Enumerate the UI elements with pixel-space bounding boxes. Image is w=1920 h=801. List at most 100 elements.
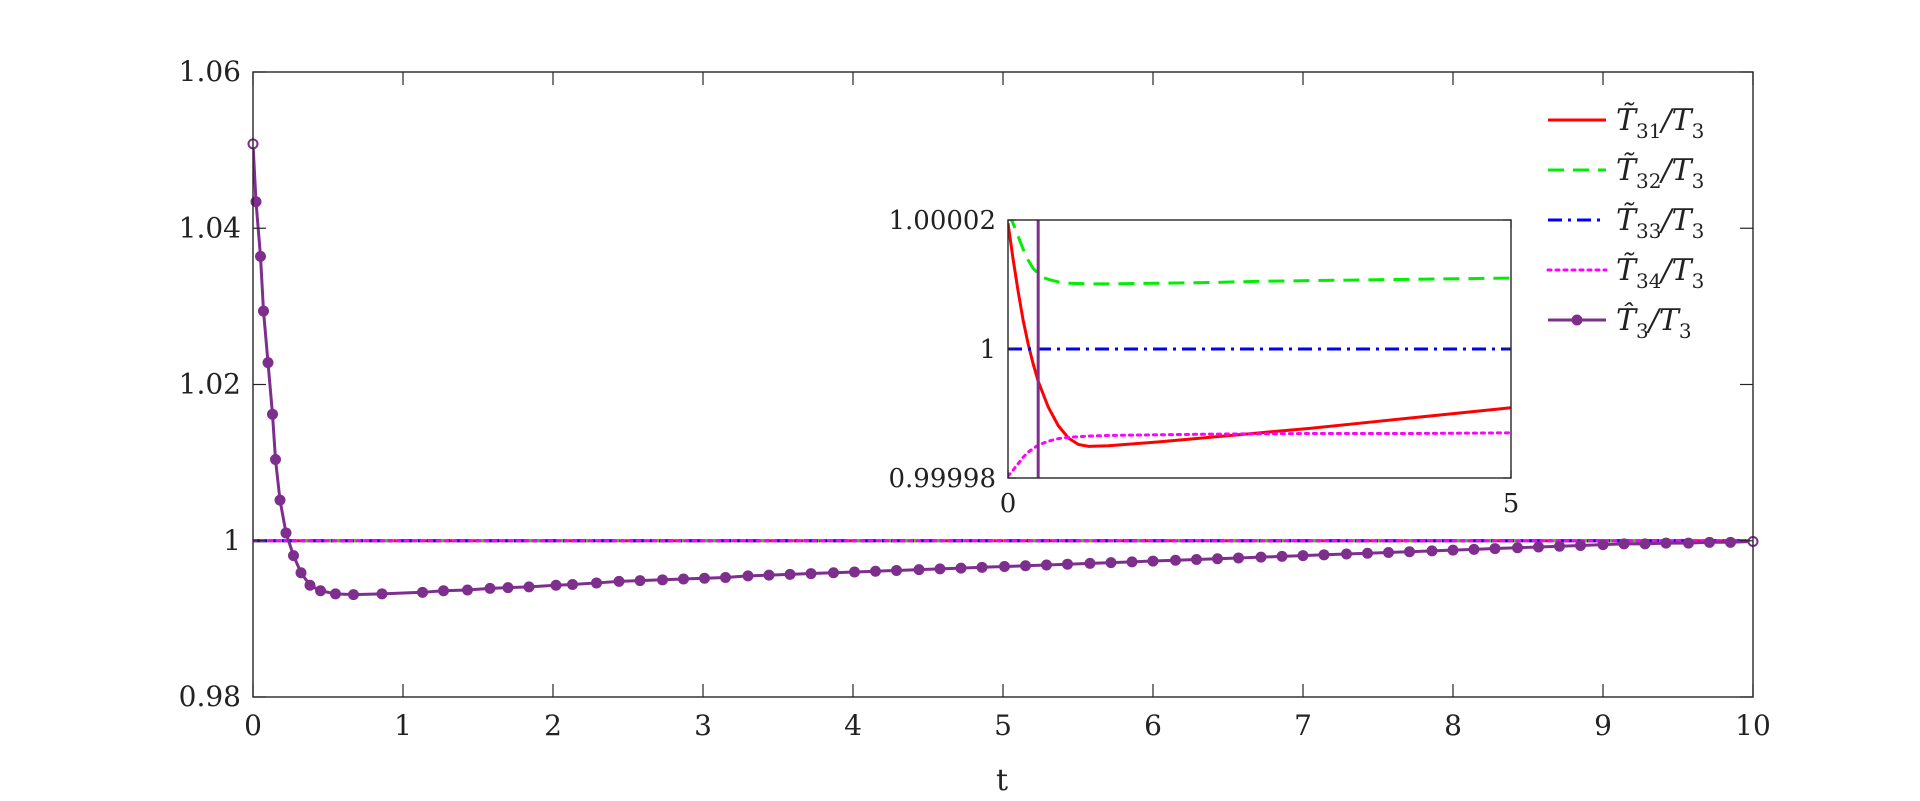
main-data-point [376,588,388,600]
main-data-point [1639,538,1651,550]
main-data-point [870,565,881,577]
main-data-point [634,575,646,587]
main-data-point [678,573,689,585]
main-data-point [742,570,754,582]
main-data-point [1147,555,1159,567]
main-data-point [1062,558,1073,570]
main-series-line-5 [253,143,1753,597]
main-y-tick-label: 1.02 [179,368,241,401]
inset-y-tick-label: 1 [979,335,996,365]
main-data-point [330,588,341,600]
main-data-point [1725,536,1736,548]
main-data-point [1660,537,1672,549]
main-data-point [462,584,473,596]
main-x-tick-label: 1 [394,709,412,742]
main-data-point [417,586,428,598]
legend-marker [1571,314,1583,326]
main-x-tick-label: 8 [1444,709,1462,742]
main-data-point [1597,539,1609,551]
main-data-point [1426,545,1438,557]
main-data-point [1404,546,1415,558]
main-data-point [913,564,925,576]
main-data-point [1533,541,1544,553]
legend-label-2: T̃32/T3 [1616,153,1704,193]
main-data-point [270,454,281,465]
main-data-point [699,572,710,584]
main-data-point [1362,547,1373,559]
main-data-point [805,568,817,580]
main-data-point [1683,537,1694,549]
main-data-point [849,566,860,578]
main-data-point [1489,543,1501,555]
main-data-point [348,589,359,601]
main-x-tick-label: 6 [1144,709,1162,742]
main-data-point [1170,554,1181,566]
main-data-point [262,357,274,369]
main-data-point [1512,542,1523,554]
main-data-point [274,494,286,506]
main-data-point [438,585,449,597]
main-data-point [1084,557,1096,569]
inset-series-line-4 [1008,431,1511,478]
main-data-point [976,561,988,573]
main-data-point [258,305,269,317]
main-x-tick-label: 10 [1735,709,1771,742]
main-data-point [828,567,839,579]
main-data-point [1212,553,1223,565]
legend-label-5: T̂3/T3 [1616,303,1692,343]
inset-series-line-1 [1008,223,1511,448]
main-data-point [1233,552,1244,564]
main-data-point [1020,560,1031,572]
main-y-tick-label: 1.04 [179,211,241,244]
main-data-point [1575,539,1586,551]
main-data-point [523,581,535,593]
main-x-tick-label: 9 [1594,709,1612,742]
inset-x-tick-label: 0 [1000,489,1017,519]
main-data-point [502,582,514,594]
main-y-tick-label: 1.06 [179,55,241,88]
main-data-point [784,568,796,580]
main-data-point [1554,540,1565,552]
main-data-point [1618,538,1630,550]
main-data-point [484,582,496,594]
x-axis-label: t [996,763,1008,798]
main-x-tick-label: 2 [544,709,562,742]
legend-label-3: T̃33/T3 [1616,203,1704,243]
main-data-point [267,408,278,420]
legend-label-4: T̃34/T3 [1616,253,1704,293]
legend: T̃31/T3 T̃32/T3 T̃33/T3 T̃34/T3 T̂3/T3 [1546,103,1704,343]
main-data-point [891,564,902,576]
main-data-point [1191,554,1202,565]
main-data-point [1276,550,1288,562]
main-data-point [550,579,562,591]
legend-label-1: T̃31/T3 [1616,103,1704,143]
main-plot-area [247,138,1759,601]
main-data-point [304,579,316,591]
main-data-point [955,562,967,574]
inset-plot: 0 5 0.99998 1 1.00002 [888,206,1519,519]
main-data-point [1341,548,1352,560]
inset-y-tick-label: 0.99998 [888,464,996,494]
main-y-tick-label: 0.98 [179,680,241,713]
main-data-point [613,575,625,587]
main-data-point [1704,536,1715,548]
main-data-point [1318,549,1330,561]
main-data-point [315,585,326,597]
main-data-point [1447,544,1459,556]
main-data-point [1383,546,1394,558]
main-data-point [567,579,578,590]
main-data-point [1468,543,1480,555]
inset-y-tick-label: 1.00002 [888,206,996,236]
main-x-tick-label: 4 [844,709,862,742]
inset-series [1008,220,1511,478]
main-data-point [999,561,1010,573]
main-data-point [657,574,668,586]
main-data-point [934,563,946,575]
main-data-point [255,250,266,262]
main-data-point [720,571,731,583]
main-data-point [1105,557,1117,569]
main-x-tick-label: 5 [994,709,1012,742]
main-y-tick-label: 1 [223,524,241,557]
